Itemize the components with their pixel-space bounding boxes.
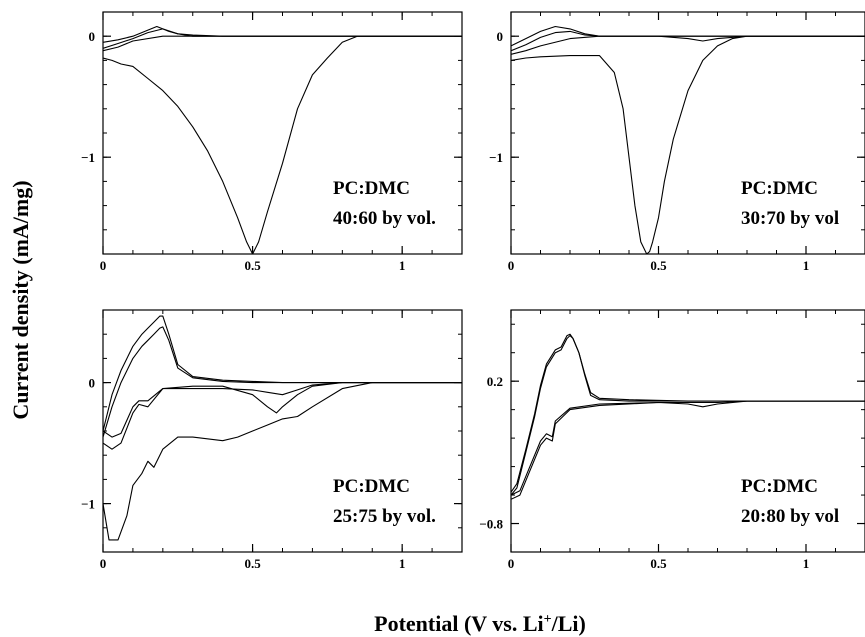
x-tick-label: 0.5 — [650, 556, 667, 571]
panel-3: 0 0.5 1 0 −1 PC:DMC 25:75 by vol. — [81, 309, 463, 571]
series-group — [103, 25, 462, 254]
series-line-1 — [103, 35, 462, 254]
x-axis-title: Potential (V vs. Li+/Li) — [374, 611, 586, 636]
series-line-3 — [511, 30, 865, 52]
panel-4: 0 0.5 1 0.2 −0.8 PC:DMC 20:80 by vol — [479, 309, 865, 571]
series-line-1 — [511, 35, 865, 254]
x-tick-label: 0.5 — [244, 556, 261, 571]
x-tick-label: 0 — [100, 556, 107, 571]
y-tick-label: 0.2 — [487, 374, 503, 389]
x-axis-title-main: Potential (V vs. Li — [374, 611, 543, 636]
series-line-4 — [103, 35, 462, 52]
x-tick-label: 1 — [399, 556, 406, 571]
series-group — [511, 25, 865, 254]
panel-annotation-line1: PC:DMC — [741, 178, 818, 199]
panel-annotation-line1: PC:DMC — [333, 178, 410, 199]
series-line-3 — [103, 326, 462, 438]
series-line-4 — [511, 400, 865, 496]
series-line-2 — [103, 315, 462, 432]
panel-annotation-line2: 40:60 by vol. — [333, 208, 436, 229]
panels-group: 0 0.5 1 0 −1 PC:DMC 40:60 by vol. 0 0.5 1 0 −1 PC:DM… — [81, 11, 865, 571]
y-tick-label: −0.8 — [479, 517, 503, 532]
panel-annotation-line2: 20:80 by vol — [741, 506, 839, 527]
y-tick-label: 0 — [497, 29, 504, 44]
x-tick-label: 1 — [803, 556, 810, 571]
series-line-1 — [103, 382, 462, 541]
panel-annotation-line2: 25:75 by vol. — [333, 506, 436, 527]
y-axis-title: Current density (mA/mg) — [8, 180, 33, 419]
series-line-5 — [103, 382, 462, 438]
panel-annotation-line1: PC:DMC — [333, 476, 410, 497]
series-line-2 — [511, 333, 865, 493]
x-tick-label: 0.5 — [244, 258, 261, 273]
panel-annotation-line2: 30:70 by vol — [741, 208, 839, 229]
panel-annotation-line1: PC:DMC — [741, 476, 818, 497]
x-tick-label: 0 — [100, 258, 107, 273]
y-tick-label: 0 — [89, 29, 96, 44]
series-line-3 — [103, 28, 462, 49]
series-line-2 — [103, 25, 462, 43]
series-line-3 — [511, 400, 865, 500]
x-axis-title-sup: + — [544, 612, 552, 627]
series-group — [103, 315, 462, 541]
series-group — [511, 333, 865, 500]
y-tick-label: −1 — [489, 150, 503, 165]
x-tick-label: 1 — [803, 258, 810, 273]
series-line-4 — [103, 382, 462, 450]
x-tick-label: 0 — [508, 556, 515, 571]
panel-2: 0 0.5 1 0 −1 PC:DMC 30:70 by vol — [489, 11, 865, 273]
x-tick-label: 1 — [399, 258, 406, 273]
y-tick-label: 0 — [89, 376, 96, 391]
y-tick-label: −1 — [81, 497, 95, 512]
x-tick-label: 0 — [508, 258, 515, 273]
y-tick-label: −1 — [81, 150, 95, 165]
panel-1: 0 0.5 1 0 −1 PC:DMC 40:60 by vol. — [81, 11, 463, 273]
x-axis-title-tail: /Li) — [551, 611, 586, 636]
series-line-4 — [511, 35, 865, 55]
x-tick-label: 0.5 — [650, 258, 667, 273]
